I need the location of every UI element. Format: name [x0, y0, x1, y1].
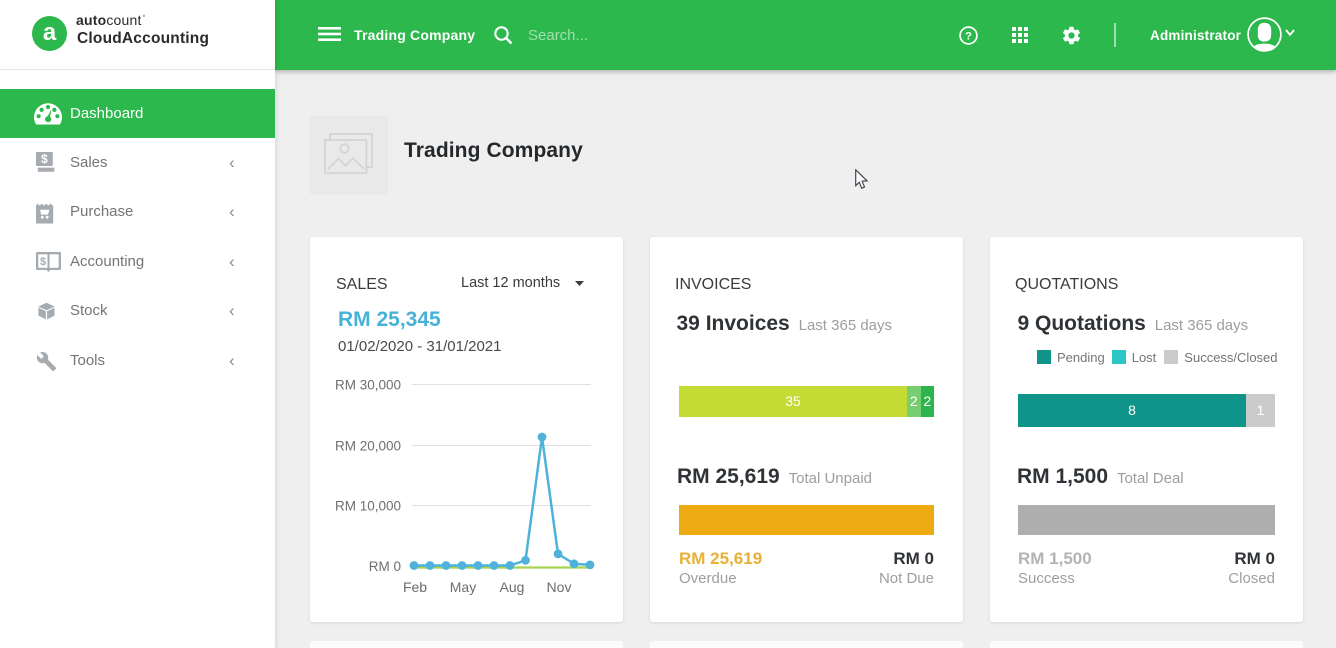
svg-text:Aug: Aug: [500, 579, 525, 595]
svg-text:Feb: Feb: [403, 579, 427, 595]
svg-text:?: ?: [965, 30, 972, 42]
svg-text:$: $: [40, 256, 46, 268]
svg-text:May: May: [450, 579, 476, 595]
svg-text:RM 20,000: RM 20,000: [335, 439, 401, 454]
svg-text:$: $: [41, 152, 48, 166]
svg-text:RM 30,000: RM 30,000: [335, 378, 401, 393]
svg-text:Nov: Nov: [547, 579, 572, 595]
svg-text:RM 10,000: RM 10,000: [335, 499, 401, 514]
svg-text:RM 0: RM 0: [369, 559, 401, 574]
